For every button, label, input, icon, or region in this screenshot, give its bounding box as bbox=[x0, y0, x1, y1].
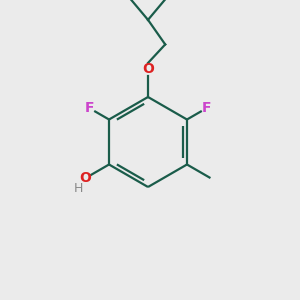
Text: H: H bbox=[74, 182, 83, 195]
Text: O: O bbox=[142, 62, 154, 76]
Text: F: F bbox=[201, 101, 211, 116]
Text: F: F bbox=[85, 101, 95, 116]
Text: O: O bbox=[79, 172, 91, 185]
